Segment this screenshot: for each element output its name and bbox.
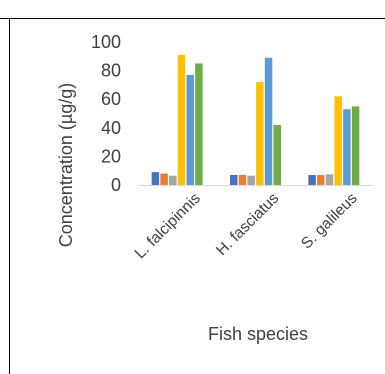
bar: [195, 63, 203, 186]
y-tick-label: 40: [101, 118, 121, 138]
bar: [343, 109, 351, 185]
bar: [186, 74, 194, 185]
top-border-line: [0, 18, 385, 19]
bar: [273, 124, 281, 185]
bar: [160, 173, 168, 185]
bar: [230, 174, 238, 185]
bar: [325, 174, 334, 185]
x-category-label: H. fasciatus: [213, 190, 282, 259]
y-tick-label: 80: [101, 61, 121, 81]
bar: [334, 96, 342, 185]
bar: [264, 57, 273, 186]
bars-layer: [151, 54, 360, 186]
y-tick-label: 100: [91, 32, 121, 52]
y-tick-label: 60: [101, 89, 121, 109]
bar: [308, 174, 316, 185]
bar: [169, 175, 177, 185]
bar: [177, 54, 186, 186]
left-border-line: [9, 18, 10, 374]
y-tick-label: 0: [111, 175, 121, 195]
x-axis-title: Fish species: [208, 324, 308, 344]
x-category-label: L. falcipinnis: [132, 190, 205, 263]
bar: [317, 174, 325, 185]
x-category-label: S. galileus: [298, 190, 361, 253]
y-tick-label: 20: [101, 146, 121, 166]
bar: [256, 82, 264, 185]
y-ticks-layer: 0 20 40 60 80 100: [91, 32, 121, 195]
bar: [151, 172, 160, 185]
bar: [351, 106, 360, 185]
x-categories-layer: L. falcipinnis H. fasciatus S. galileus: [132, 190, 361, 263]
y-axis-title: Concentration (µg/g): [56, 83, 76, 247]
bar: [247, 175, 255, 185]
bar: [238, 174, 247, 185]
